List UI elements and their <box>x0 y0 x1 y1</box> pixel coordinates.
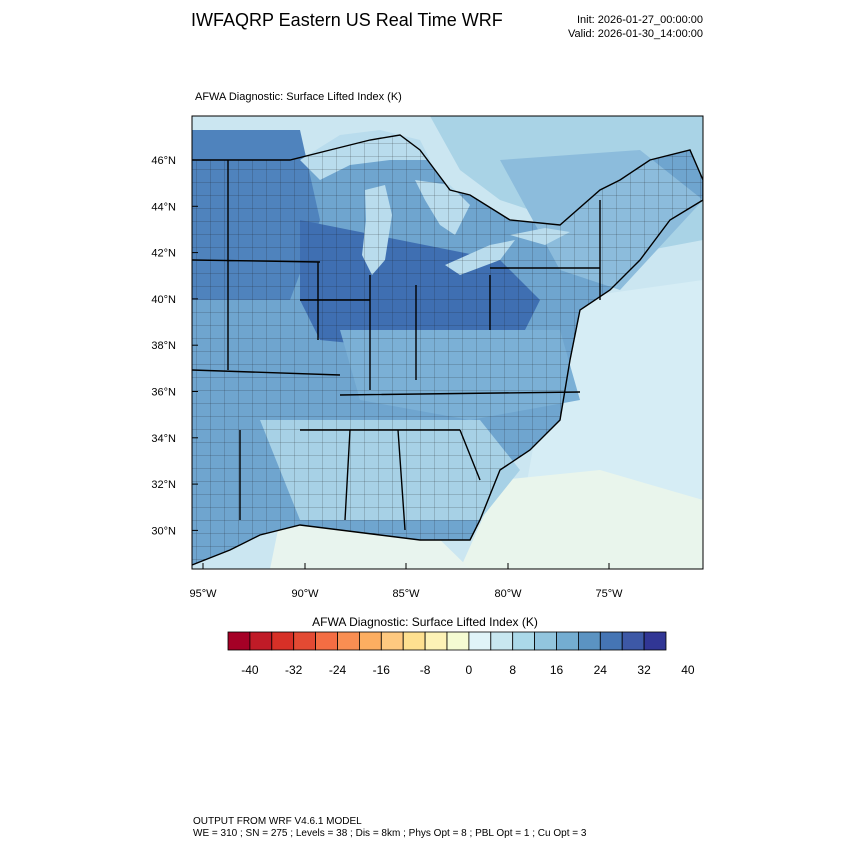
colorbar-tick-label: -32 <box>285 663 303 677</box>
colorbar-swatch <box>512 631 536 651</box>
colorbar-swatch <box>468 631 492 651</box>
map-figure: 46°N 44°N 42°N 40°N 38°N 36°N 34°N 32°N 30°N 95°… <box>151 115 704 677</box>
lat-label: 30°N <box>151 525 176 537</box>
colorbar-swatch <box>643 631 667 651</box>
colorbar-swatch <box>402 631 426 651</box>
lat-label: 38°N <box>151 340 176 352</box>
colorbar: -40 -32 -24 -16 -8 0 8 16 24 32 40 <box>227 631 695 677</box>
lat-label: 36°N <box>151 387 176 399</box>
colorbar-swatch <box>315 631 338 651</box>
map-frame <box>191 115 704 570</box>
colorbar-swatch <box>424 631 448 651</box>
model-line-1: OUTPUT FROM WRF V4.6.1 MODEL <box>193 816 362 827</box>
colorbar-tick-label: -8 <box>420 663 431 677</box>
county-boundaries <box>192 135 703 565</box>
colorbar-swatch <box>578 631 601 651</box>
valid-time: Valid: 2026-01-30_14:00:00 <box>568 28 703 40</box>
colorbar-swatch <box>358 631 382 651</box>
colorbar-tick-label: 16 <box>550 663 564 677</box>
lon-label: 80°W <box>494 588 522 600</box>
colorbar-swatch <box>556 631 579 651</box>
latitude-axis: 46°N 44°N 42°N 40°N 38°N 36°N 34°N 32°N 30°N <box>151 155 198 537</box>
colorbar-swatch <box>446 631 470 651</box>
colorbar-swatch <box>621 631 645 651</box>
colorbar-tick-label: 32 <box>637 663 651 677</box>
colorbar-tick-label: -24 <box>329 663 347 677</box>
colorbar-swatch <box>249 631 273 651</box>
state-boundaries <box>192 134 703 566</box>
lat-label: 42°N <box>151 248 176 260</box>
colorbar-swatch <box>271 631 295 651</box>
lat-label: 44°N <box>151 201 176 213</box>
colorbar-tick-label: 8 <box>509 663 516 677</box>
init-time: Init: 2026-01-27_00:00:00 <box>577 14 703 26</box>
colorbar-swatch <box>337 631 360 651</box>
field-label: AFWA Diagnostic: Surface Lifted Index (K… <box>195 91 402 103</box>
plot-title: IWFAQRP Eastern US Real Time WRF <box>191 10 503 30</box>
colorbar-tick-label: 40 <box>681 663 695 677</box>
colorbar-tick-label: 0 <box>466 663 473 677</box>
lon-label: 75°W <box>595 588 623 600</box>
lon-label: 90°W <box>291 588 319 600</box>
map-area <box>192 116 703 569</box>
colorbar-title: AFWA Diagnostic: Surface Lifted Index (K… <box>312 615 538 629</box>
time-info: Init: 2026-01-27_00:00:00 Valid: 2026-01… <box>568 13 703 41</box>
model-info: OUTPUT FROM WRF V4.6.1 MODEL WE = 310 ; … <box>193 816 586 840</box>
longitude-axis: 95°W 90°W 85°W 80°W 75°W <box>189 563 623 600</box>
lon-label: 85°W <box>392 588 420 600</box>
colorbar-tick-label: 24 <box>594 663 608 677</box>
lat-label: 34°N <box>151 433 176 445</box>
colorbar-swatch <box>599 631 623 651</box>
lat-label: 46°N <box>151 155 176 167</box>
lat-label: 40°N <box>151 294 176 306</box>
colorbar-tick-label: -40 <box>241 663 259 677</box>
colorbar-swatch <box>227 631 251 651</box>
colorbar-swatch <box>380 631 404 651</box>
southeast-ocean <box>460 470 703 569</box>
model-line-2: WE = 310 ; SN = 275 ; Levels = 38 ; Dis … <box>193 828 587 839</box>
colorbar-swatch <box>490 631 514 651</box>
colorbar-swatch <box>534 631 557 651</box>
colorbar-swatch <box>293 631 317 651</box>
lat-label: 32°N <box>151 479 176 491</box>
lon-label: 95°W <box>189 588 217 600</box>
colorbar-tick-label: -16 <box>373 663 391 677</box>
